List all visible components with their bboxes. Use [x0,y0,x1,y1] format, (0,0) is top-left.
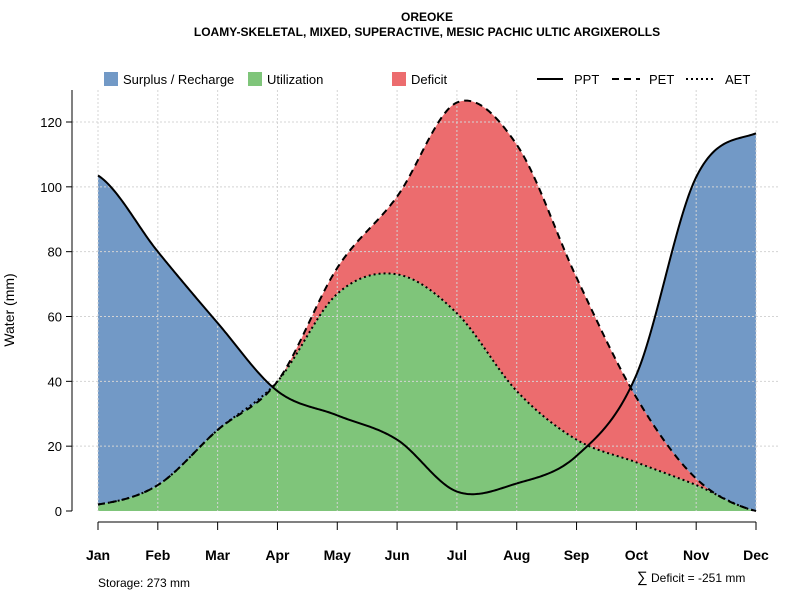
chart-title: OREOKE [401,10,453,24]
x-tick-label-feb: Feb [145,547,170,563]
surplus-area [98,100,756,511]
line-layer [97,99,757,512]
y-tick-label: 120 [40,115,62,130]
series-line-pet [97,99,757,512]
legend: Surplus / Recharge Utilization Deficit P… [104,72,750,87]
legend-label-pet: PET [649,72,674,87]
x-tick-label-aug: Aug [503,547,530,563]
x-tick-label-nov: Nov [683,547,710,563]
deficit-note: Deficit = -251 mm [651,571,745,585]
legend-label-utilization: Utilization [267,72,323,87]
x-tick-label-oct: Oct [625,547,649,563]
x-tick-label-may: May [324,547,351,563]
legend-label-ppt: PPT [574,72,599,87]
x-tick-label-apr: Apr [265,547,290,563]
chart-subtitle: LOAMY-SKELETAL, MIXED, SUPERACTIVE, MESI… [194,25,660,39]
legend-label-surplus: Surplus / Recharge [123,72,234,87]
y-axis-label: Water (mm) [1,273,17,346]
y-tick-label: 80 [48,245,62,260]
y-tick-label: 40 [48,374,62,389]
x-tick-label-dec: Dec [743,547,769,563]
legend-label-deficit: Deficit [411,72,448,87]
deficit-area [98,100,756,511]
y-tick-label: 100 [40,180,62,195]
grid-layer [72,90,780,511]
fill-layer [98,100,756,511]
y-tick-label: 0 [55,504,62,519]
series-line-ppt [97,132,757,496]
x-tick-label-jun: Jun [385,547,410,563]
utilization-area [98,273,756,511]
x-tick-label-mar: Mar [205,547,230,563]
y-tick-label: 60 [48,310,62,325]
series-line-aet [97,272,757,512]
legend-swatch-deficit [392,72,406,86]
x-tick-label-sep: Sep [564,547,590,563]
sum-icon: ∑ [637,569,648,586]
legend-label-aet: AET [725,72,750,87]
legend-swatch-surplus [104,72,118,86]
y-tick-label: 20 [48,439,62,454]
x-tick-label-jul: Jul [447,547,467,563]
axis-layer: 0 20 40 60 80 100 120 Jan Feb Mar Apr May Jun Jul Aug S… [40,90,769,563]
legend-swatch-utilization [248,72,262,86]
x-tick-label-jan: Jan [86,547,110,563]
storage-note: Storage: 273 mm [98,576,190,590]
